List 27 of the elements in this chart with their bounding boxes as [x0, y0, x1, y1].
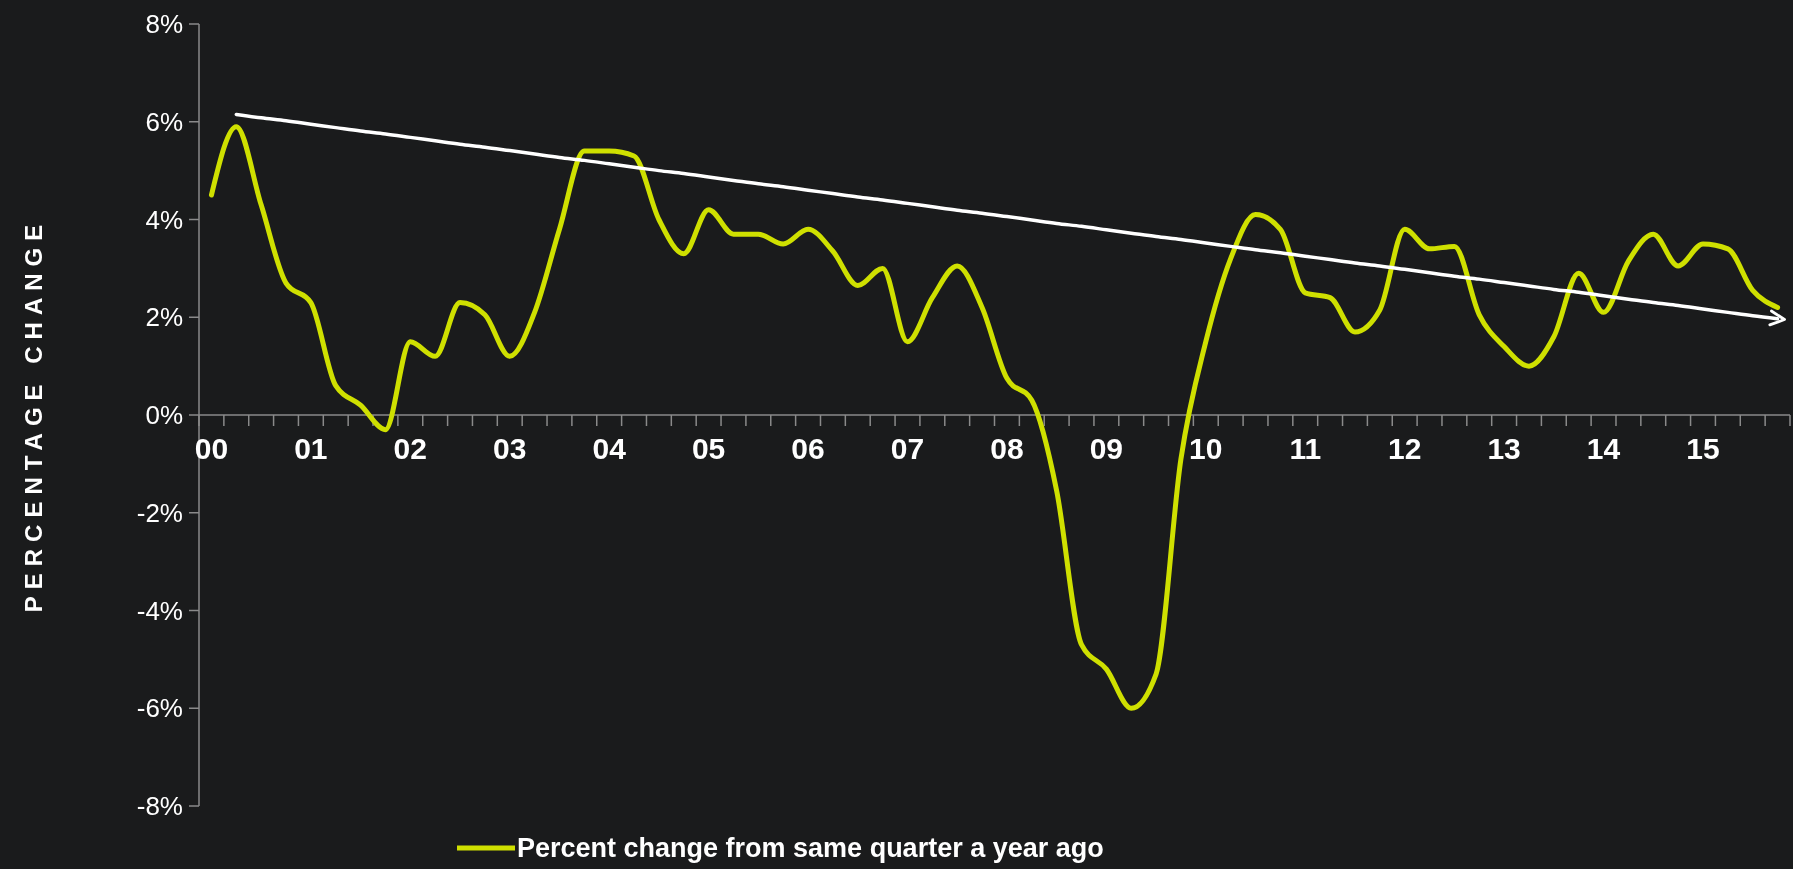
x-tick-label: 00 — [194, 432, 229, 465]
x-tick-label: 14 — [1586, 432, 1621, 465]
y-tick-label: -6% — [136, 693, 183, 724]
y-tick-label: 2% — [145, 302, 183, 333]
x-tick-label: 12 — [1387, 432, 1422, 465]
x-tick-label: 10 — [1189, 432, 1223, 465]
x-tick-label: 07 — [890, 432, 925, 465]
y-tick-label: -4% — [136, 595, 183, 626]
x-tick-label: 13 — [1487, 432, 1521, 465]
x-tick-label: 08 — [990, 432, 1024, 465]
x-tick-label: 04 — [592, 432, 627, 465]
y-tick-label: 6% — [145, 106, 183, 137]
x-tick-label: 15 — [1686, 432, 1720, 465]
x-tick-label: 11 — [1289, 432, 1322, 465]
x-tick-label: 01 — [294, 432, 328, 465]
x-tick-label: 03 — [493, 432, 527, 465]
x-tick-label: 02 — [393, 432, 427, 465]
x-tick-label: 09 — [1089, 432, 1124, 465]
legend-label: Percent change from same quarter a year ago — [517, 833, 1104, 864]
y-axis-title: PERCENTAGE CHANGE — [20, 217, 47, 613]
x-tick-label: 06 — [791, 432, 825, 465]
y-tick-label: 0% — [145, 400, 183, 431]
y-tick-label: -8% — [136, 791, 183, 822]
y-tick-label: 4% — [145, 204, 183, 235]
y-tick-label: -2% — [136, 497, 183, 528]
y-tick-label: 8% — [145, 9, 183, 40]
x-tick-label: 05 — [691, 432, 726, 465]
